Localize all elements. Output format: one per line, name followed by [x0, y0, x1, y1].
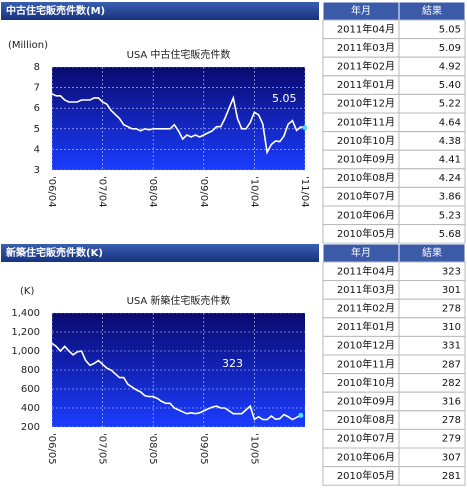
- table-value: 310: [442, 322, 461, 333]
- table-value: 2011年02月: [337, 302, 395, 315]
- table-value: 2010年09月: [337, 153, 395, 166]
- y-tick-label: 7: [34, 83, 40, 94]
- table-cell: [398, 224, 466, 244]
- table-value: 287: [442, 359, 461, 370]
- table-value: 2010年11月: [337, 115, 395, 128]
- table-value: 5.23: [439, 210, 461, 221]
- table-value: 4.24: [439, 173, 461, 184]
- table-value: 2010年12月: [337, 97, 395, 110]
- last-point: [302, 125, 308, 131]
- y-tick-label: 5: [34, 124, 40, 135]
- annotation: 5.05: [272, 92, 297, 105]
- table-value: 2011年02月: [337, 60, 395, 73]
- table-value: 5.05: [439, 24, 461, 35]
- y-tick-label: 1,200: [11, 327, 40, 338]
- y-tick-label: 4: [34, 144, 40, 155]
- table-value: 316: [442, 397, 461, 408]
- table-value: 5.40: [439, 80, 461, 91]
- y-tick-label: 6: [34, 103, 40, 114]
- y-tick-label: 1,400: [11, 308, 40, 319]
- table-value: 2011年03月: [337, 283, 395, 296]
- table-value: 4.64: [439, 117, 461, 128]
- x-tick-label: '08/05: [147, 433, 158, 465]
- x-tick-label: '07/05: [97, 433, 108, 465]
- x-tick-label: '10/04: [248, 176, 259, 208]
- table-value: 331: [442, 341, 461, 352]
- table-value: 2011年04月: [337, 22, 395, 35]
- table-value: 2011年03月: [337, 41, 395, 54]
- table-value: 2011年01月: [337, 320, 395, 333]
- table-value: 278: [442, 304, 461, 315]
- table-value: 323: [442, 266, 461, 277]
- x-tick-label: '09/05: [198, 433, 209, 465]
- y-tick-label: 1,000: [11, 346, 40, 357]
- table-value: 2010年10月: [337, 134, 395, 147]
- table-value: 281: [442, 471, 461, 482]
- panel-title: 新築住宅販売件数(K): [6, 246, 103, 259]
- table-value: 2011年01月: [337, 78, 395, 91]
- table-value: 2010年08月: [337, 171, 395, 184]
- y-tick-label: 8: [34, 62, 40, 73]
- table-value: 282: [442, 378, 461, 389]
- table-value: 278: [442, 415, 461, 426]
- table-value: 2010年10月: [337, 376, 395, 389]
- plot-area: [52, 67, 305, 170]
- table-value: 2010年08月: [337, 413, 395, 426]
- table-cell: [398, 466, 466, 486]
- table-header: 結果: [422, 4, 442, 17]
- x-tick-label: '10/05: [248, 433, 259, 465]
- x-tick-label: '07/04: [97, 176, 108, 208]
- table-value: 2010年07月: [337, 190, 395, 203]
- table-value: 307: [442, 452, 461, 463]
- panel-header: [1, 244, 319, 262]
- table-value: 2011年04月: [337, 264, 395, 277]
- table-value: 5.22: [439, 99, 461, 110]
- y-axis-label: (Million): [8, 40, 48, 51]
- x-tick-label: '08/04: [147, 176, 158, 208]
- x-tick-label: '09/04: [198, 176, 209, 208]
- y-tick-label: 600: [21, 384, 40, 395]
- y-tick-label: 400: [21, 403, 40, 414]
- y-tick-label: 3: [34, 165, 40, 176]
- table-header: 年月: [351, 246, 371, 259]
- data-line: [51, 93, 306, 155]
- last-point: [298, 412, 304, 418]
- x-tick-label: '11/04: [299, 176, 310, 208]
- table-header: 結果: [422, 246, 442, 259]
- chart-title: USA 新築住宅販売件数: [127, 294, 231, 307]
- plot-area: [52, 313, 305, 427]
- table-value: 5.09: [439, 43, 461, 54]
- x-tick-label: '06/04: [46, 176, 57, 208]
- table-header: 年月: [351, 4, 371, 17]
- annotation: 323: [222, 357, 243, 370]
- table-value: 2010年06月: [337, 208, 395, 221]
- table-value: 2010年11月: [337, 357, 395, 370]
- table-value: 2010年07月: [337, 432, 395, 445]
- table-value: 2010年06月: [337, 450, 395, 463]
- table-value: 2010年12月: [337, 339, 395, 352]
- panel-title: 中古住宅販売件数(M): [6, 4, 105, 17]
- table-value: 4.92: [439, 62, 461, 73]
- x-tick-label: '06/05: [46, 433, 57, 465]
- y-tick-label: 800: [21, 365, 40, 376]
- panel-header: [1, 2, 319, 20]
- table-value: 2010年05月: [337, 227, 395, 240]
- table-value: 279: [442, 434, 461, 445]
- data-line: [51, 342, 302, 421]
- table-value: 4.38: [439, 136, 461, 147]
- table-value: 2010年05月: [337, 469, 395, 482]
- y-tick-label: 200: [21, 422, 40, 433]
- table-value: 4.41: [439, 155, 461, 166]
- table-value: 5.68: [439, 229, 461, 240]
- table-value: 2010年09月: [337, 395, 395, 408]
- y-axis-label: (K): [20, 286, 34, 297]
- table-value: 301: [442, 285, 461, 296]
- table-value: 3.86: [439, 192, 461, 203]
- chart-title: USA 中古住宅販売件数: [127, 48, 231, 61]
